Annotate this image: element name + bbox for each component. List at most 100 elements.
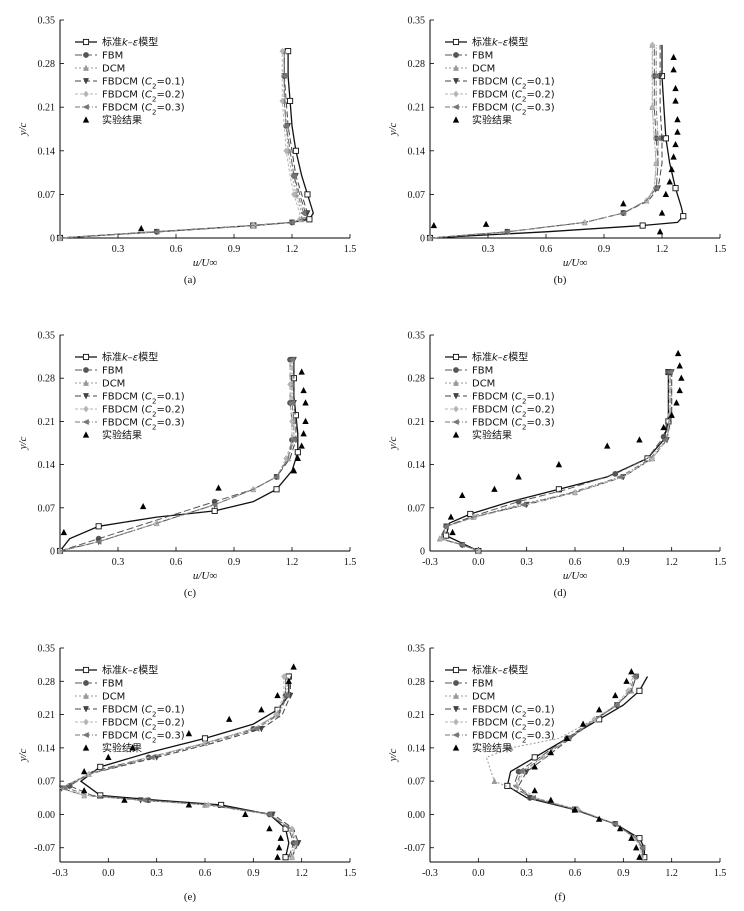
series-point <box>300 210 307 217</box>
series-line <box>429 44 657 239</box>
y-tick-label: -0.07 <box>34 843 55 854</box>
experiment-point <box>633 844 640 851</box>
panel-caption: (b) <box>554 274 567 286</box>
series-point <box>507 744 514 751</box>
legend-entry: DCM <box>472 692 495 703</box>
legend-swatch-marker <box>83 405 89 413</box>
experiment-point <box>670 66 677 73</box>
experiment-point <box>547 749 555 756</box>
experiment-point <box>300 430 307 437</box>
y-tick-label: 0.21 <box>408 710 426 721</box>
legend-entry: FBM <box>472 366 493 377</box>
y-axis-label: y/c <box>387 122 399 136</box>
series-point <box>518 768 525 775</box>
experiment-point <box>563 734 571 741</box>
experiment-point <box>531 787 538 794</box>
y-tick-label: 0.00 <box>38 810 56 821</box>
experiment-point <box>482 220 490 227</box>
experiment-point <box>579 720 587 727</box>
legend-entry: 实验结果 <box>472 742 512 755</box>
series-point <box>288 356 295 363</box>
y-tick-label: 0.07 <box>408 777 426 788</box>
series-line <box>59 51 315 239</box>
legend-entry: 标准k–ε模型 <box>102 664 158 677</box>
legend-swatch-marker <box>453 718 459 726</box>
series-point <box>290 172 297 179</box>
series-point <box>636 687 643 694</box>
legend-swatch-marker <box>453 680 459 686</box>
series-point <box>95 538 102 545</box>
series-line <box>440 372 671 552</box>
series-point <box>290 436 297 443</box>
legend-entry: DCM <box>472 64 495 75</box>
legend: 标准k–ε模型 FBM DCM FBDCM (C2=0.1)FBDCM (C2=0.2… <box>75 664 185 755</box>
experiment-point <box>628 834 635 841</box>
y-tick-label: 0.35 <box>408 16 426 27</box>
legend-swatch-marker <box>453 706 459 713</box>
experiment-point <box>459 491 466 499</box>
legend-entry: FBDCM (C2=0.1) <box>472 392 555 406</box>
experiment-point <box>294 454 301 462</box>
x-tick-label: 0.6 <box>569 557 582 568</box>
panel-c: 0 0.07 0.14 0.21 0.28 0.35 0.3 0.6 0.9 1.2 1.5 u/U∞… <box>17 331 356 600</box>
legend-entry: 实验结果 <box>472 429 512 442</box>
y-tick-label: 0.35 <box>38 644 56 655</box>
legend: 标准k–ε模型 FBM DCM FBDCM (C2=0.1)FBDCM (C2=0.2… <box>75 36 185 127</box>
experiment-point <box>258 706 265 713</box>
series-point <box>294 449 301 456</box>
series-point <box>148 754 155 761</box>
legend-swatch-marker <box>82 431 90 438</box>
experiment-point <box>277 834 284 841</box>
legend-swatch-marker <box>453 78 459 85</box>
legend-swatch-marker <box>453 379 459 386</box>
x-axis-label: u/U∞ <box>193 570 218 582</box>
y-tick-label: 0.35 <box>38 331 56 342</box>
series-point <box>672 185 679 192</box>
x-tick-label: 0.6 <box>199 868 212 879</box>
experiment-point <box>672 97 679 104</box>
legend-entry: FBM <box>102 679 123 690</box>
panel-caption: (f) <box>555 891 566 903</box>
legend-entry: DCM <box>102 692 125 703</box>
series-point <box>504 782 511 789</box>
experiment-point <box>185 730 193 737</box>
legend-swatch-marker <box>82 419 89 425</box>
panel-b: 0 0.07 0.14 0.21 0.28 0.35 0.3 0.6 0.9 1.2 1.5 u/U∞… <box>387 16 726 287</box>
experiment-point <box>242 810 249 818</box>
legend-entry: FBDCM (C2=0.2) <box>472 90 555 104</box>
x-tick-label: 1.5 <box>714 557 727 568</box>
y-axis-label: y/c <box>17 748 29 762</box>
legend-entry: 实验结果 <box>472 114 512 127</box>
series-point <box>616 473 623 480</box>
experiment-point <box>290 467 298 474</box>
series-point <box>292 412 299 419</box>
y-tick-label: 0.14 <box>408 146 426 157</box>
y-axis-label: y/c <box>17 122 29 136</box>
y-tick-label: 0 <box>50 234 55 245</box>
legend-swatch-marker <box>452 116 460 123</box>
series-line <box>59 359 295 552</box>
experiment-point <box>225 715 233 722</box>
x-tick-label: 0.0 <box>472 868 485 879</box>
series-point <box>652 73 660 80</box>
series-point <box>272 711 279 718</box>
series-point <box>279 47 286 55</box>
y-tick-label: 0.07 <box>38 777 56 788</box>
series-5 <box>57 47 303 242</box>
series-line <box>59 359 297 552</box>
series-line <box>514 676 644 858</box>
legend-swatch-marker <box>453 90 459 98</box>
series-point <box>86 770 92 778</box>
series-point <box>140 797 147 804</box>
legend-swatch-marker <box>452 666 460 674</box>
experiment-point <box>185 801 193 808</box>
legend-swatch-marker <box>83 680 89 686</box>
panel-caption: (a) <box>184 274 197 286</box>
series-point <box>654 135 661 142</box>
legend-swatch-marker <box>452 744 460 751</box>
legend-entry: FBDCM (C2=0.1) <box>102 392 185 406</box>
y-tick-label: 0 <box>420 234 425 245</box>
experiment-point <box>105 753 112 760</box>
legend-swatch-marker <box>452 732 459 738</box>
series-point <box>531 754 538 761</box>
